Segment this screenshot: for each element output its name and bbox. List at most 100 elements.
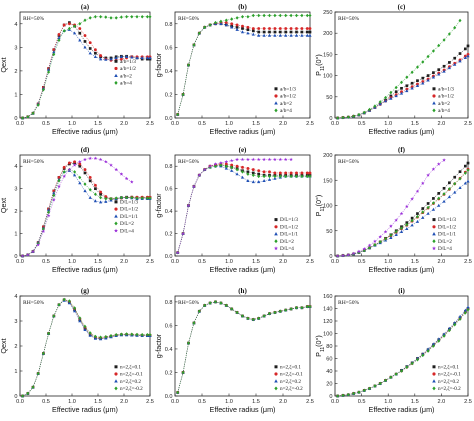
data-point [262, 157, 266, 162]
plot-frame [19, 154, 151, 257]
data-point [57, 32, 61, 36]
x-tick-label: 2.5 [146, 121, 154, 127]
data-point [78, 38, 82, 42]
legend-marker [114, 386, 118, 391]
data-point [262, 27, 266, 30]
y-tick-label: 120 [323, 319, 332, 325]
data-point [399, 211, 404, 216]
plot-frame [174, 154, 311, 257]
data-point [421, 76, 425, 80]
data-point [431, 207, 436, 211]
data-point [305, 304, 309, 309]
data-point [447, 326, 451, 330]
data-point [466, 307, 470, 312]
data-point [426, 74, 430, 77]
legend-marker [274, 372, 278, 376]
data-point [410, 70, 414, 74]
data-point [119, 15, 123, 19]
x-tick-label: 1.5 [252, 399, 260, 405]
legend-marker [114, 200, 118, 204]
data-point [352, 391, 356, 396]
legend-entry: D/L=1/1 [432, 232, 456, 238]
data-point [93, 334, 97, 339]
data-point [192, 184, 196, 188]
data-point [72, 309, 77, 313]
data-point [26, 252, 30, 257]
data-point [99, 190, 103, 194]
data-point [415, 189, 420, 193]
plot-frame [174, 295, 311, 397]
data-point [458, 59, 462, 63]
y-tick-label: 0.2 [165, 92, 173, 98]
data-point [21, 116, 25, 120]
data-point [208, 301, 212, 305]
data-point [83, 324, 87, 329]
data-point [384, 378, 388, 383]
legend-marker [114, 80, 118, 85]
data-point [62, 297, 66, 302]
x-tick-label: 1.5 [94, 259, 102, 265]
series-n-2-0-2 [336, 307, 470, 398]
data-point [405, 226, 409, 230]
x-tick-label: 0.0 [171, 121, 179, 127]
data-point [114, 16, 118, 20]
y-tick-label: 4 [14, 294, 17, 300]
x-tick-label: 1.0 [68, 121, 76, 127]
data-point [257, 27, 261, 30]
y-axis-label: P11(0°) [314, 54, 326, 76]
data-point [268, 13, 271, 18]
series-a-b-4 [336, 18, 462, 120]
data-point [52, 198, 56, 202]
data-point [148, 196, 152, 200]
legend-label: n=2,ζ=0.2 [438, 378, 459, 385]
data-point [197, 309, 201, 314]
data-point [114, 167, 118, 172]
data-point [83, 182, 87, 186]
legend-label: a/b=1/2 [438, 94, 454, 100]
data-point [251, 157, 256, 162]
series-D-L-4 [335, 158, 446, 258]
y-tick-label: 0.2 [165, 370, 173, 376]
data-point [114, 332, 118, 337]
data-point [31, 249, 35, 254]
data-point [246, 179, 250, 183]
data-point [295, 171, 298, 175]
y-tick-label: 1 [14, 92, 17, 98]
data-point [104, 199, 108, 203]
legend-entry: D/L=4 [274, 246, 294, 252]
data-point [273, 174, 277, 179]
rh-annotation: RH=50% [23, 159, 45, 165]
data-point [442, 64, 446, 68]
x-tick-label: 0.5 [42, 121, 50, 127]
data-point [78, 316, 82, 320]
data-point [219, 19, 223, 24]
data-point [466, 44, 470, 48]
legend-label: D/L=1/2 [438, 224, 456, 230]
y-tick-label: 0 [329, 116, 332, 122]
data-point [67, 22, 71, 26]
data-point [98, 157, 103, 162]
data-point [52, 314, 56, 318]
data-point [256, 157, 261, 162]
data-point [426, 205, 430, 210]
data-point [394, 90, 398, 94]
legend-marker [114, 379, 118, 383]
data-point [246, 25, 250, 29]
data-point [463, 164, 467, 168]
legend-entry: D/L=1/3 [432, 217, 456, 223]
data-point [442, 192, 446, 196]
data-point [437, 196, 441, 201]
data-point [52, 50, 56, 54]
data-point [284, 13, 288, 18]
data-point [130, 332, 134, 337]
legend-marker [432, 108, 436, 113]
data-point [453, 56, 457, 60]
legend-label: a/b=2 [280, 101, 292, 107]
data-point [88, 333, 92, 337]
legend-entry: a/b=1/3 [274, 86, 296, 92]
data-point [415, 84, 420, 87]
data-point [436, 162, 441, 166]
data-point [262, 33, 266, 37]
data-point [83, 157, 87, 162]
data-point [341, 393, 345, 398]
